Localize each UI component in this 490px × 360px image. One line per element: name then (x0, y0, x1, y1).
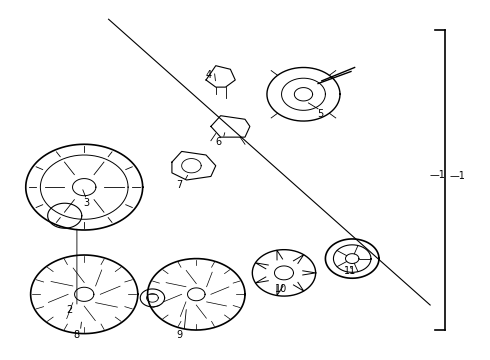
Text: 10: 10 (275, 284, 288, 294)
Text: —1: —1 (450, 171, 465, 181)
Text: 4: 4 (206, 69, 212, 80)
Text: 7: 7 (176, 180, 182, 190)
Text: 6: 6 (215, 138, 221, 148)
Text: 9: 9 (176, 330, 182, 341)
Text: —1: —1 (430, 170, 445, 180)
Text: 11: 11 (343, 266, 356, 276)
Text: 8: 8 (74, 330, 80, 341)
Text: 3: 3 (84, 198, 90, 208)
Text: 5: 5 (318, 109, 323, 119)
Text: 2: 2 (67, 305, 73, 315)
